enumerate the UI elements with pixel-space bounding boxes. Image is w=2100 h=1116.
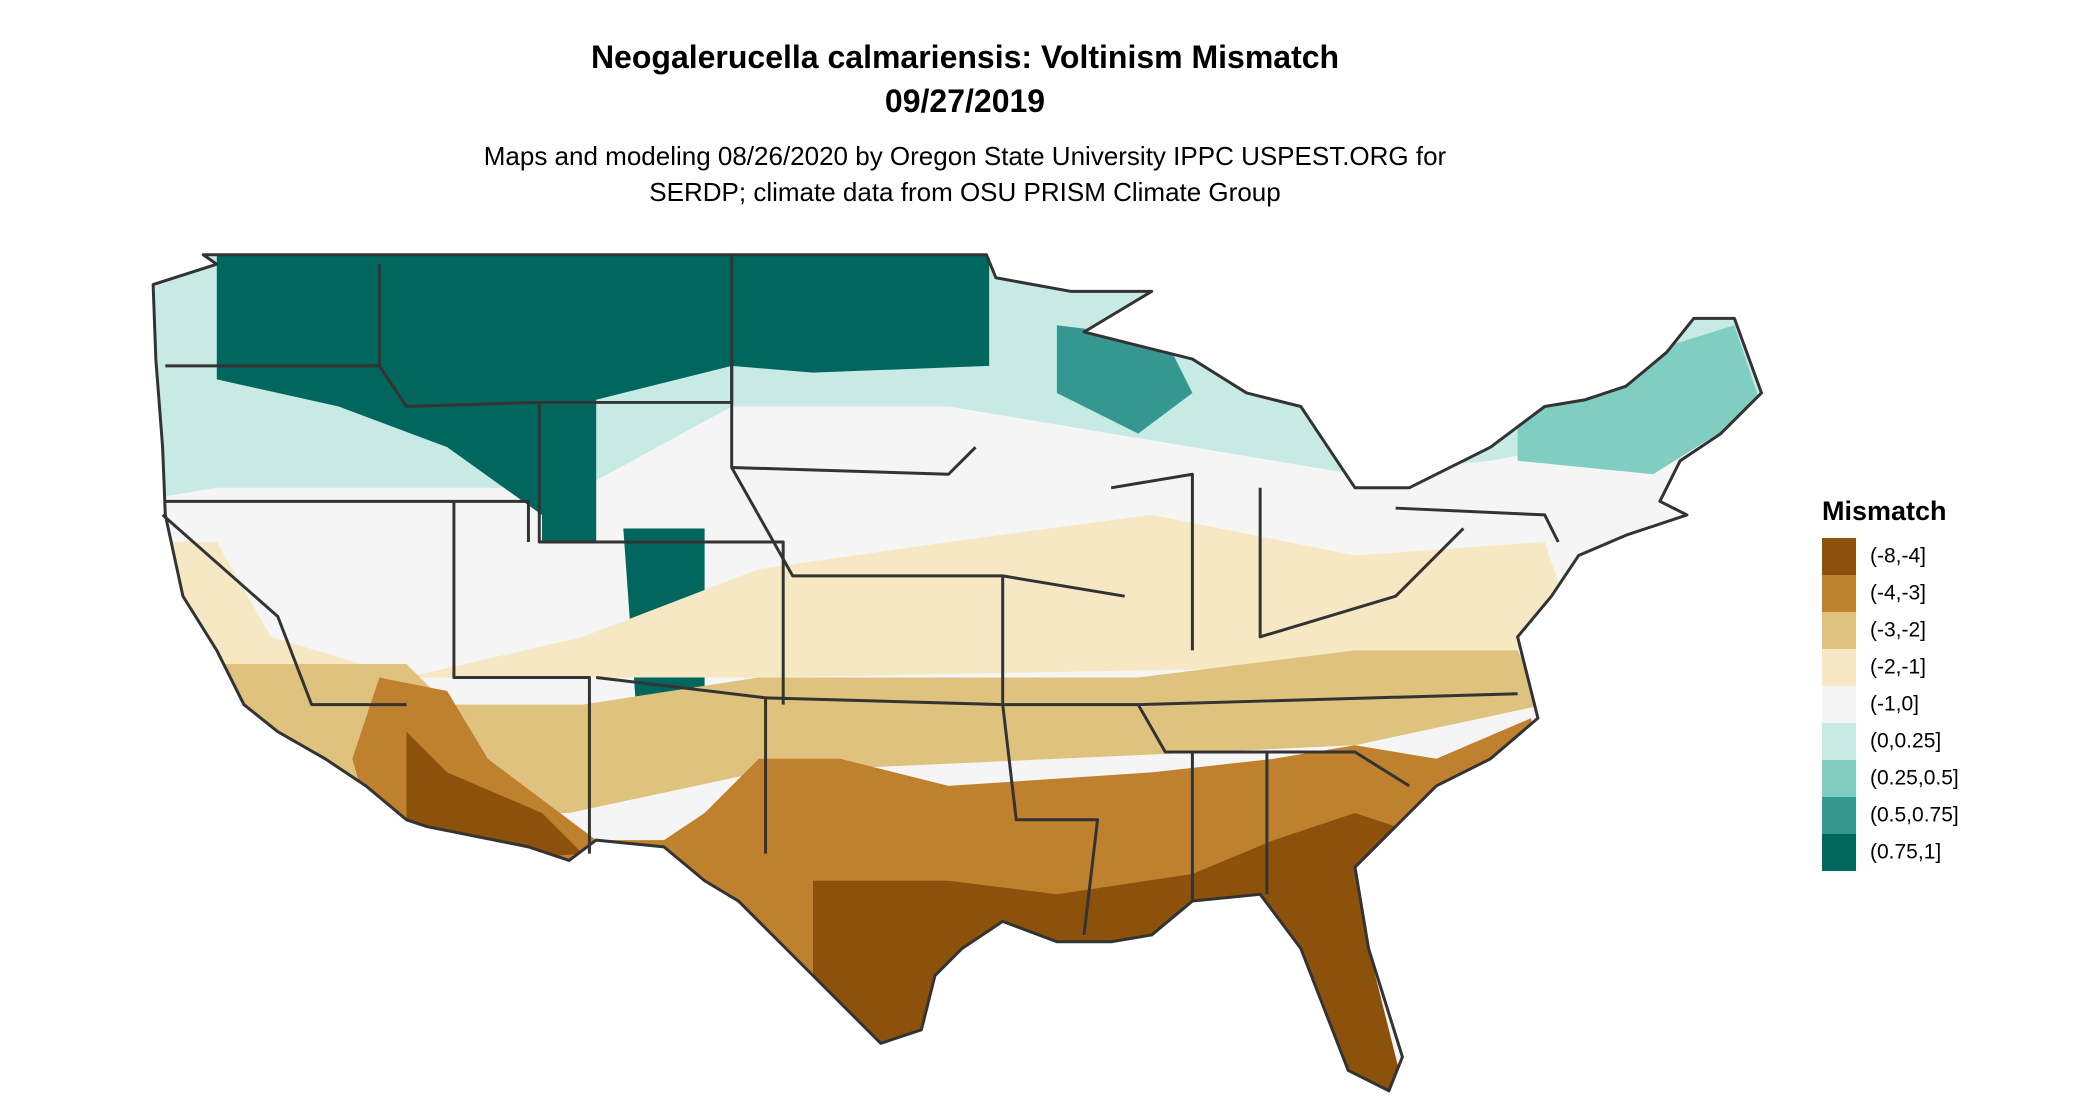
map	[151, 253, 1763, 1093]
title: Neogalerucella calmariensis: Voltinism M…	[591, 39, 1339, 75]
legend-label: (-2,-1]	[1870, 656, 1926, 679]
legend-swatch	[1822, 612, 1856, 649]
subtitle: SERDP; climate data from OSU PRISM Clima…	[649, 177, 1280, 207]
legend-swatch	[1822, 723, 1856, 760]
legend: Mismatch (-8,-4] (-4,-3] (-3,-2] (-2,-1] (-1…	[1822, 496, 1959, 871]
legend-swatch	[1822, 797, 1856, 834]
legend-label: (0,0.25]	[1870, 730, 1941, 753]
legend-swatch	[1822, 649, 1856, 686]
legend-label: (-3,-2]	[1870, 619, 1926, 642]
legend-label: (-1,0]	[1870, 693, 1919, 716]
mismatch-region	[216, 254, 990, 515]
legend-swatch	[1822, 834, 1856, 871]
legend-title: Mismatch	[1822, 496, 1947, 526]
mismatch-region	[1056, 325, 1193, 434]
subtitle: Maps and modeling 08/26/2020 by Oregon S…	[484, 141, 1447, 171]
mismatch-region	[1517, 325, 1762, 475]
legend-swatch	[1822, 575, 1856, 612]
legend-swatch	[1822, 538, 1856, 575]
legend-swatch	[1822, 760, 1856, 797]
legend-swatch	[1822, 686, 1856, 723]
legend-label: (0.5,0.75]	[1870, 804, 1959, 827]
legend-label: (0.75,1]	[1870, 841, 1941, 864]
legend-label: (0.25,0.5]	[1870, 767, 1959, 790]
legend-label: (-4,-3]	[1870, 582, 1926, 605]
mismatch-region	[542, 392, 597, 542]
title-date: 09/27/2019	[885, 83, 1045, 119]
mismatch-region	[153, 514, 1572, 678]
state-borders	[161, 254, 1560, 936]
legend-label: (-8,-4]	[1870, 545, 1926, 568]
